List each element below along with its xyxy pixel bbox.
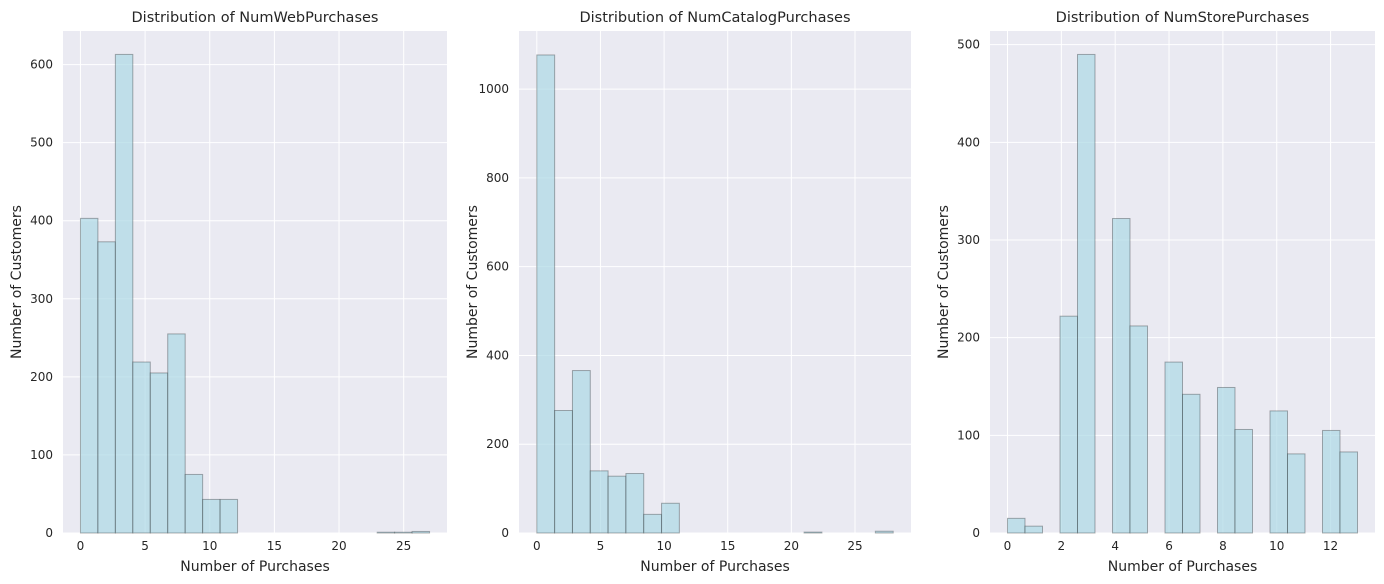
y-tick-label: 200: [486, 437, 509, 451]
histogram-bar: [394, 531, 413, 534]
chart-title: Distribution of NumWebPurchases: [132, 10, 379, 26]
histogram-bar: [571, 370, 591, 534]
y-tick-label: 200: [957, 331, 980, 345]
y-tick-label: 800: [486, 171, 509, 185]
histogram-bar: [1129, 325, 1148, 534]
y-tick-label: 600: [30, 58, 53, 72]
x-tick-label: 25: [847, 539, 862, 553]
histogram-bar: [625, 473, 645, 534]
histogram-bar: [1182, 393, 1201, 534]
histogram-bar: [589, 470, 609, 534]
histogram-bar: [1024, 525, 1043, 534]
x-axis-label: Number of Purchases: [180, 559, 330, 575]
y-tick-label: 500: [30, 136, 53, 150]
histogram-bar: [202, 498, 221, 534]
histogram-bar: [114, 53, 134, 534]
y-axis-label: Number of Customers: [9, 205, 25, 359]
x-tick-label: 10: [656, 539, 671, 553]
histogram-bar: [219, 498, 239, 534]
x-tick-label: 5: [597, 539, 605, 553]
y-tick-label: 400: [486, 348, 509, 362]
histogram-bar: [1217, 386, 1236, 534]
y-tick-label: 600: [486, 260, 509, 274]
x-tick-label: 0: [77, 539, 85, 553]
histogram-bar: [1112, 218, 1131, 534]
x-tick-label: 0: [533, 539, 541, 553]
histogram-bar: [554, 409, 573, 534]
histogram-bar: [1339, 451, 1358, 534]
chart-panel-0: 0 5 10 15 20 25 0 100 200 300 400 500 600 Distributio…: [9, 10, 447, 575]
histogram-bar: [1077, 53, 1096, 534]
y-tick-label: 0: [972, 526, 980, 540]
chart-panel-2: 0 2 4 6 8 10 12 0 100 200 300 400 500 Distribution of…: [936, 10, 1375, 575]
y-tick-label: 400: [957, 135, 980, 149]
histogram-bar: [1234, 428, 1253, 534]
x-tick-label: 6: [1165, 539, 1173, 553]
y-tick-label: 200: [30, 370, 53, 384]
x-tick-label: 25: [396, 539, 411, 553]
histogram-bar: [661, 502, 680, 534]
x-tick-label: 20: [331, 539, 346, 553]
histogram-bar: [1007, 517, 1026, 534]
histogram-bar: [536, 54, 556, 534]
histogram-bar: [184, 473, 204, 534]
y-tick-label: 400: [30, 214, 53, 228]
y-tick-label: 1000: [478, 82, 509, 96]
x-tick-label: 15: [267, 539, 282, 553]
x-tick-label: 15: [720, 539, 735, 553]
histogram-bar: [79, 217, 99, 534]
y-axis-label: Number of Customers: [465, 205, 481, 359]
histogram-bar: [411, 530, 431, 534]
histogram-bar: [607, 475, 627, 534]
histogram-bar: [1269, 410, 1288, 534]
histogram-bar: [643, 513, 663, 534]
histogram-bar: [1287, 453, 1306, 534]
x-axis-label: Number of Purchases: [1108, 559, 1258, 575]
y-tick-label: 0: [501, 526, 509, 540]
histogram-bar: [376, 531, 396, 534]
y-tick-label: 300: [30, 292, 53, 306]
histogram-bar: [1164, 361, 1183, 534]
y-tick-label: 0: [45, 526, 53, 540]
histogram-bar: [874, 530, 894, 534]
x-tick-label: 12: [1323, 539, 1338, 553]
histogram-bar: [149, 372, 169, 534]
x-tick-label: 5: [141, 539, 149, 553]
chart-title: Distribution of NumStorePurchases: [1056, 10, 1310, 26]
x-tick-label: 8: [1219, 539, 1227, 553]
x-tick-label: 2: [1058, 539, 1066, 553]
histogram-bar: [167, 333, 186, 534]
y-tick-label: 100: [30, 448, 53, 462]
y-tick-label: 300: [957, 233, 980, 247]
y-axis-label: Number of Customers: [936, 205, 952, 359]
histogram-bar: [1322, 429, 1341, 534]
histogram-bar: [803, 531, 823, 534]
chart-panel-1: 0 5 10 15 20 25 0 200 400 600 800 1000 Distribution …: [465, 10, 911, 575]
histogram-bar: [97, 241, 116, 534]
y-tick-label: 500: [957, 38, 980, 52]
histogram-bar: [1059, 315, 1078, 534]
x-axis-label: Number of Purchases: [640, 559, 790, 575]
x-tick-label: 4: [1111, 539, 1119, 553]
x-tick-label: 0: [1004, 539, 1012, 553]
x-tick-label: 20: [784, 539, 799, 553]
y-tick-label: 100: [957, 428, 980, 442]
x-tick-label: 10: [202, 539, 217, 553]
chart-title: Distribution of NumCatalogPurchases: [579, 10, 850, 26]
x-tick-label: 10: [1269, 539, 1284, 553]
histogram-bar: [132, 361, 151, 534]
